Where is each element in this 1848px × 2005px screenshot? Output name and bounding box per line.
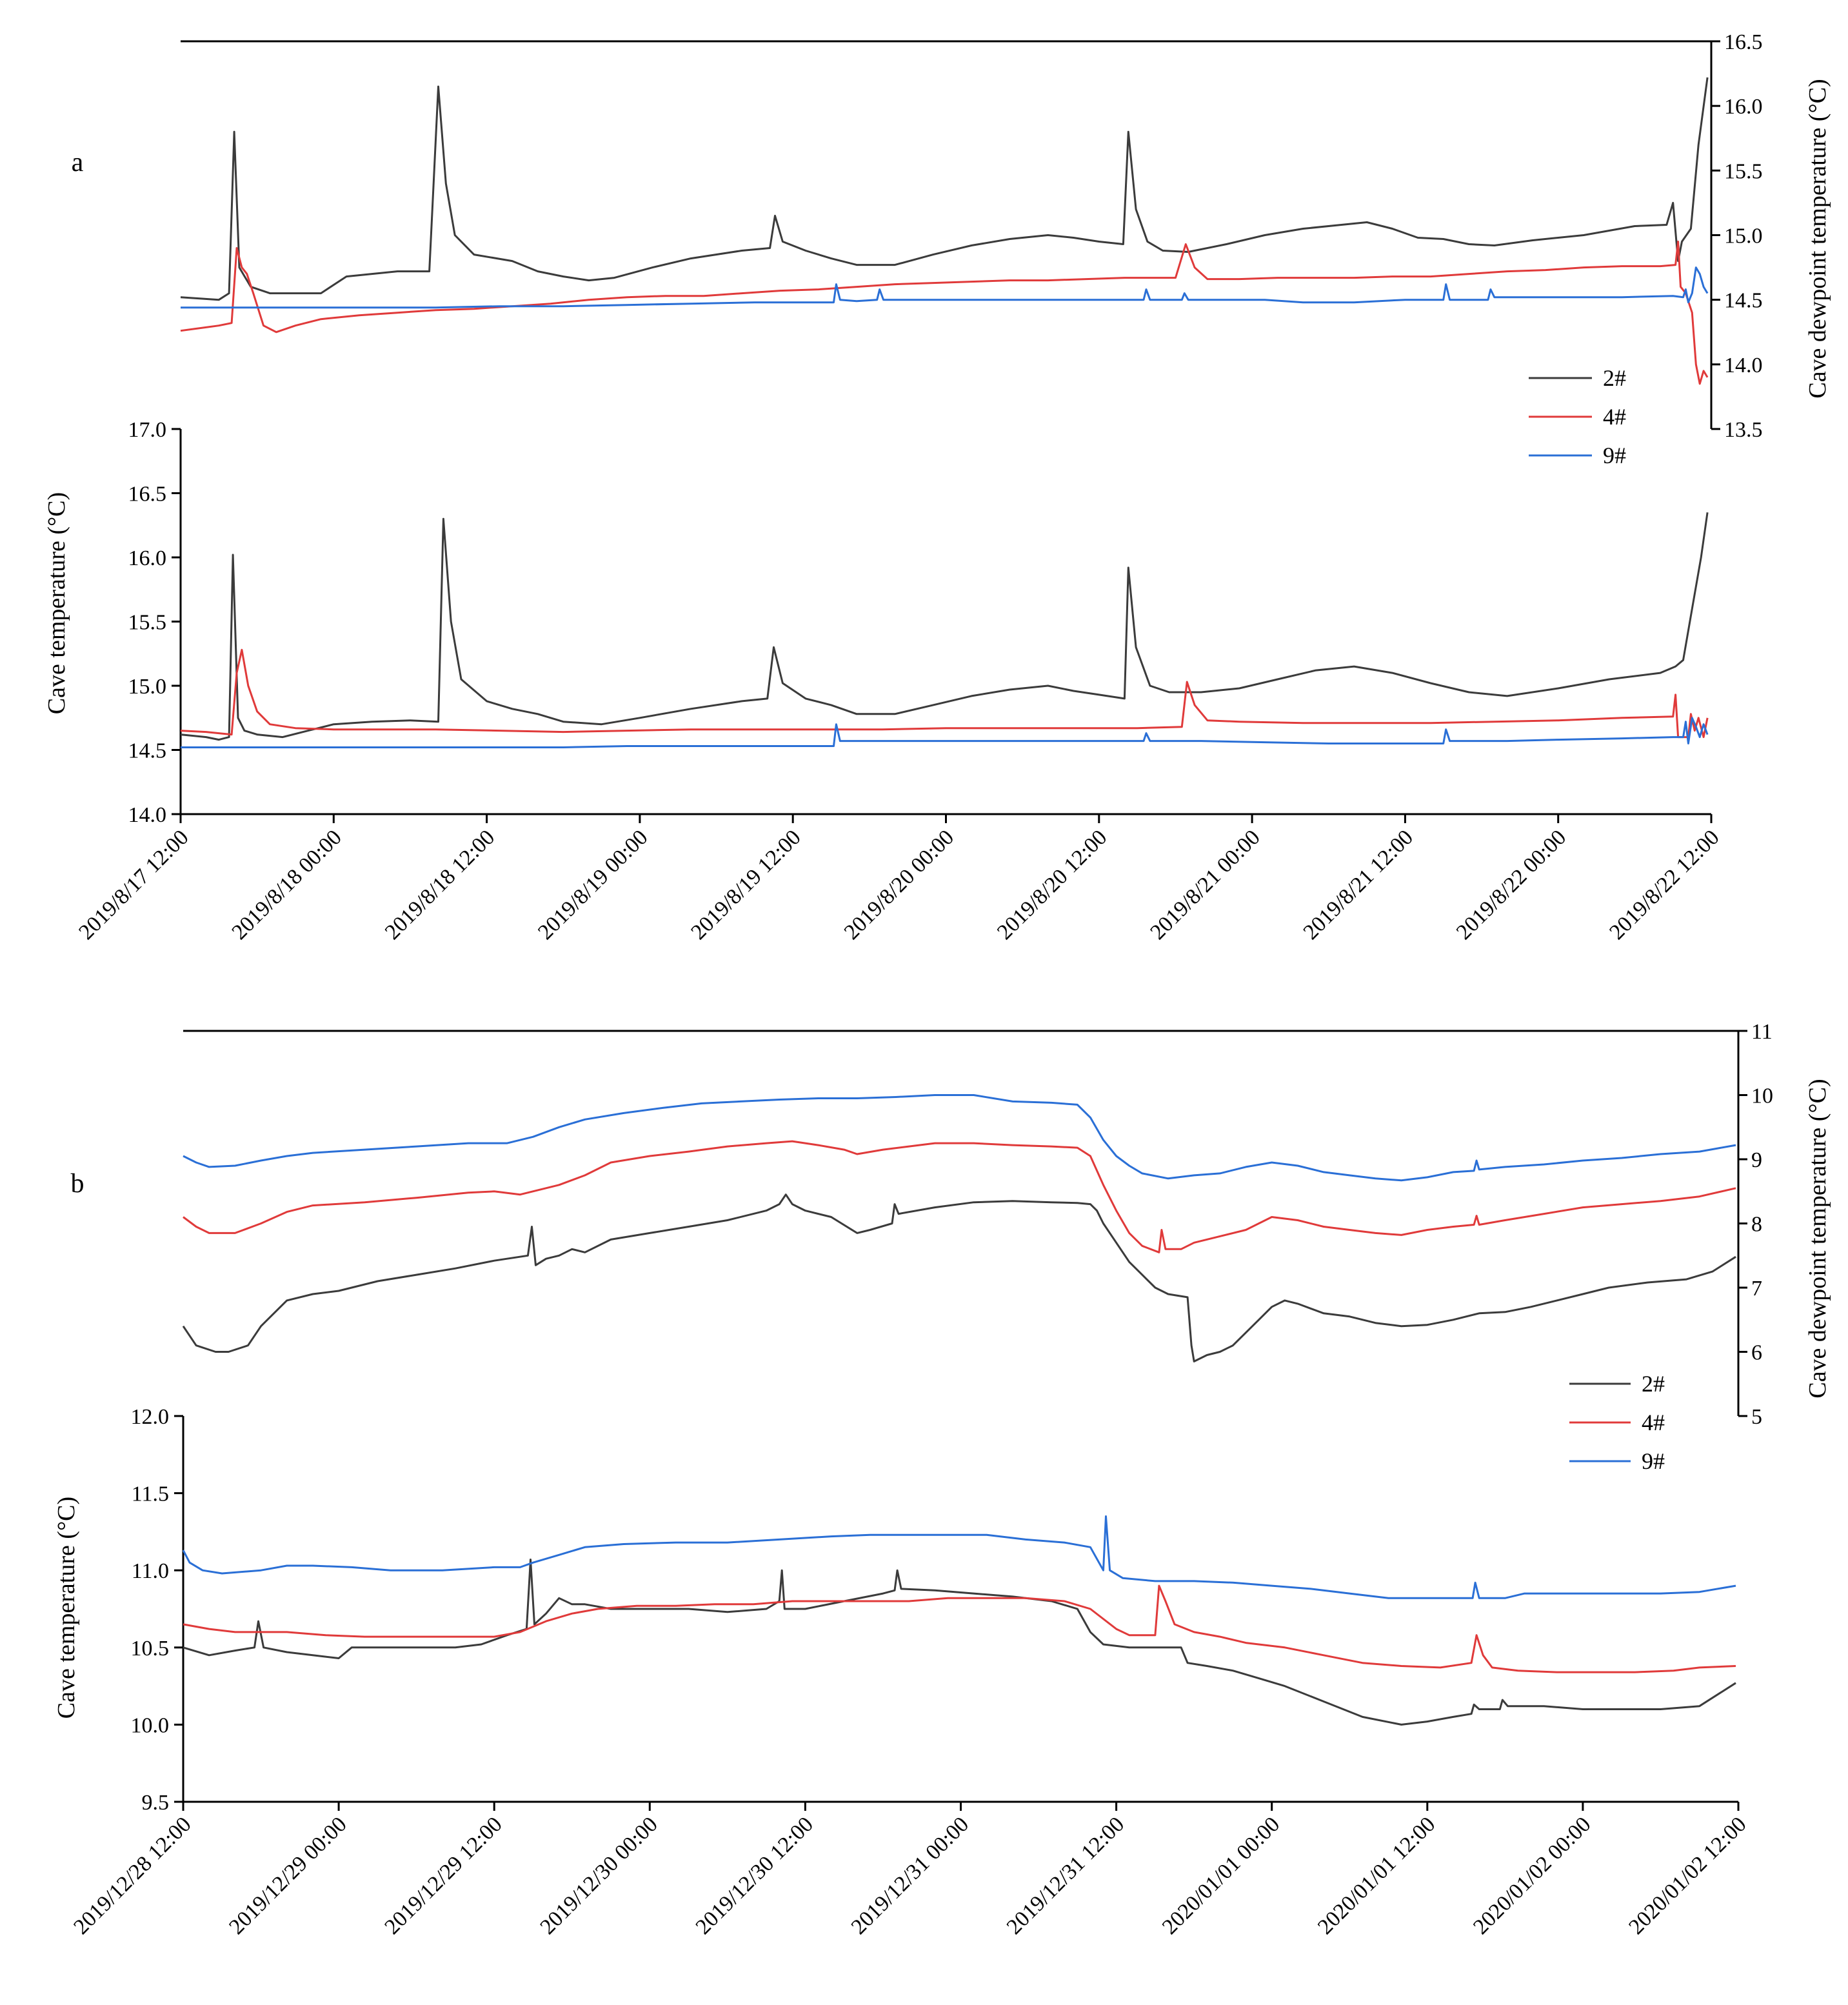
dewpoint-y-tick-label: 13.5 [1724, 418, 1763, 442]
dewpoint-axis-label: Cave dewpoint temperature (°C) [1804, 1079, 1831, 1398]
dewpoint-series [180, 77, 1709, 385]
series-line-4 [180, 241, 1709, 385]
dewpoint-y-tick-label: 14.0 [1724, 354, 1763, 377]
x-tick-label: 2019/12/28 12:00 [69, 1812, 195, 1939]
cave-y-tick-label: 14.5 [128, 739, 167, 763]
dewpoint-y-tick-label: 15.5 [1724, 159, 1763, 183]
x-tick-label: 2020/01/02 12:00 [1624, 1812, 1751, 1939]
cave-axis-label: Cave temperature (°C) [43, 492, 70, 714]
cave-y-tick-label: 16.5 [128, 483, 167, 506]
dewpoint-y-tick-label: 6 [1751, 1341, 1762, 1365]
x-tick-label: 2019/12/31 00:00 [847, 1812, 973, 1939]
cave-y-tick-label: 15.0 [128, 675, 167, 699]
cave-y-tick-label: 9.5 [142, 1791, 170, 1815]
x-tick-label: 2019/8/18 12:00 [381, 825, 499, 944]
x-tick-label: 2019/8/22 00:00 [1452, 825, 1571, 944]
dewpoint-axis-label: Cave dewpoint temperature (°C) [1804, 79, 1831, 398]
legend: 2# 4# 9# [1529, 365, 1626, 468]
legend-label: 2# [1642, 1371, 1665, 1397]
series-line-9 [181, 266, 1709, 309]
x-tick-label: 2020/01/02 00:00 [1469, 1812, 1595, 1939]
x-tick-label: 2019/8/17 12:00 [74, 825, 193, 944]
series-line-2 [182, 1193, 1736, 1362]
legend-label: 2# [1603, 365, 1626, 391]
cave-y-tick-label: 16.0 [128, 546, 167, 570]
legend-label: 9# [1642, 1448, 1665, 1474]
series-line-4 [183, 1584, 1736, 1673]
panel-b: b 5 6 7 8 9 10 11 Cave dewpoint temperature (°C)… [53, 1020, 1831, 1939]
cave-series [180, 512, 1709, 748]
x-tick-label: 2019/8/21 00:00 [1146, 825, 1264, 944]
dewpoint-y-tick-label: 16.5 [1724, 30, 1763, 54]
panel-a: a 13.5 14.0 14.5 15.0 15.5 16.0 16.5 Cave dewpoi… [43, 30, 1831, 944]
dewpoint-y-tick-label: 16.0 [1724, 95, 1763, 119]
series-line-2 [180, 77, 1709, 301]
series-line-2 [180, 512, 1709, 741]
panel-label: a [72, 148, 84, 177]
dewpoint-y-tick-label: 5 [1751, 1405, 1762, 1429]
legend: 2# 4# 9# [1569, 1371, 1665, 1474]
cave-y-tick-label: 10.0 [131, 1713, 170, 1737]
x-tick-label: 2019/12/29 12:00 [380, 1812, 506, 1939]
cave-y-tick-label: 11.5 [132, 1482, 169, 1506]
x-tick-label: 2019/8/21 12:00 [1299, 825, 1418, 944]
x-tick-label: 2019/12/31 12:00 [1002, 1812, 1129, 1939]
cave-y-tick-label: 17.0 [128, 418, 167, 442]
legend-label: 4# [1642, 1410, 1665, 1435]
x-tick-label: 2019/8/22 12:00 [1605, 825, 1724, 944]
dewpoint-y-tick-label: 14.5 [1724, 289, 1763, 313]
cave-y-tick-label: 10.5 [131, 1637, 170, 1661]
x-tick-label: 2020/01/01 00:00 [1158, 1812, 1284, 1939]
series-line-9 [183, 1094, 1736, 1182]
x-tick-label: 2019/8/19 00:00 [533, 825, 652, 944]
cave-series [182, 1515, 1736, 1726]
series-line-9 [181, 717, 1709, 748]
x-tick-label: 2019/12/30 12:00 [691, 1812, 818, 1939]
dewpoint-y-tick-label: 8 [1751, 1213, 1762, 1237]
x-tick-label: 2019/8/19 12:00 [686, 825, 805, 944]
series-line-4 [180, 648, 1709, 739]
cave-y-tick-label: 12.0 [131, 1405, 170, 1429]
cave-axis-label: Cave temperature (°C) [53, 1497, 80, 1719]
legend-label: 9# [1603, 443, 1626, 468]
dewpoint-y-tick-label: 7 [1751, 1277, 1762, 1301]
legend-label: 4# [1603, 404, 1626, 430]
x-tick-label: 2020/01/01 12:00 [1313, 1812, 1440, 1939]
cave-y-tick-label: 15.5 [128, 611, 167, 635]
x-tick-label: 2019/12/29 00:00 [224, 1812, 351, 1939]
x-tick-label: 2019/8/20 12:00 [993, 825, 1111, 944]
series-line-4 [183, 1140, 1736, 1253]
cave-y-tick-label: 14.0 [128, 803, 167, 827]
dewpoint-series [182, 1094, 1736, 1362]
dewpoint-y-tick-label: 10 [1751, 1084, 1773, 1108]
panel-label: b [71, 1169, 84, 1199]
x-tick-label: 2019/8/18 00:00 [228, 825, 346, 944]
dewpoint-y-tick-label: 9 [1751, 1148, 1762, 1172]
x-tick-label: 2019/8/20 00:00 [840, 825, 959, 944]
dewpoint-y-tick-label: 11 [1751, 1020, 1773, 1044]
x-tick-label: 2019/12/30 00:00 [535, 1812, 662, 1939]
series-line-9 [182, 1515, 1736, 1599]
cave-y-tick-label: 11.0 [132, 1559, 169, 1583]
series-line-2 [183, 1559, 1736, 1726]
dewpoint-y-tick-label: 15.0 [1724, 224, 1763, 248]
